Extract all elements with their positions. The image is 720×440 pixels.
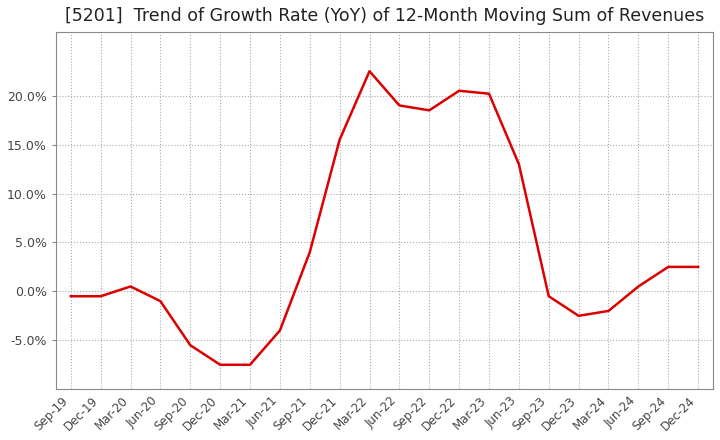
Title: [5201]  Trend of Growth Rate (YoY) of 12-Month Moving Sum of Revenues: [5201] Trend of Growth Rate (YoY) of 12-…: [65, 7, 704, 25]
